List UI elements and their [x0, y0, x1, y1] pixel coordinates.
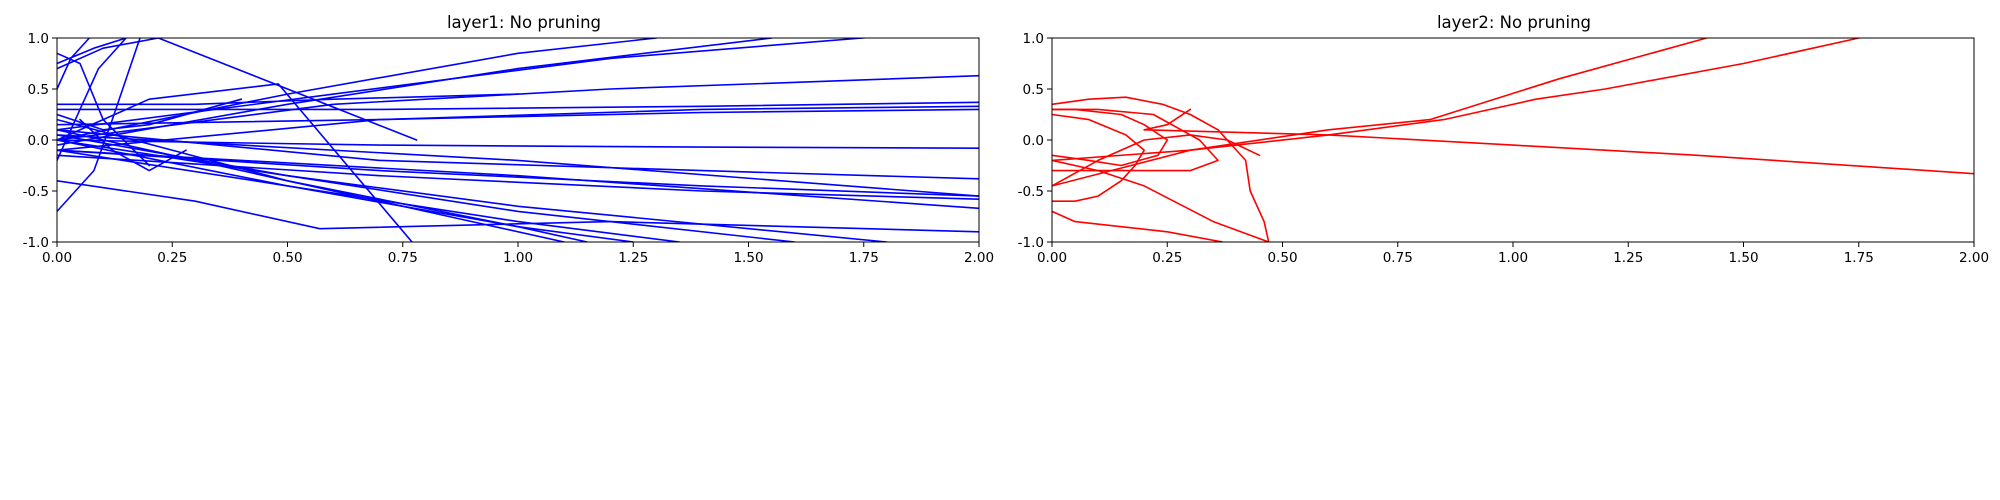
x-tick-label: 1.25 — [1613, 250, 1643, 266]
series-line-layer1-1 — [57, 38, 658, 141]
y-tick-label: 0.5 — [1023, 82, 1044, 98]
series-line-layer1-25 — [57, 38, 91, 90]
series-line-layer1-24 — [57, 38, 141, 213]
x-tick-label: 1.25 — [618, 250, 648, 266]
series-line-layer1-10 — [57, 149, 979, 197]
series-line-layer1-30 — [57, 93, 519, 106]
x-tick-label: 0.50 — [272, 250, 302, 266]
y-tick-label: 0.0 — [1023, 133, 1044, 149]
series-line-layer2-7 — [1052, 108, 1219, 172]
series-line-layer1-18 — [57, 180, 979, 233]
series-line-layer1-17 — [57, 129, 565, 242]
x-tick-label: 2.00 — [1959, 250, 1989, 266]
x-tick-label: 1.75 — [849, 250, 879, 266]
series-line-layer2-5 — [1052, 159, 1270, 242]
y-tick-label: -0.5 — [23, 184, 49, 200]
series-group-layer2 — [1052, 38, 1974, 242]
series-line-layer1-7 — [57, 108, 979, 126]
series-line-layer2-10 — [1052, 134, 1261, 187]
y-tick-label: 1.0 — [1023, 31, 1044, 47]
series-line-layer1-6 — [57, 105, 979, 151]
series-line-layer2-6 — [1052, 96, 1270, 242]
x-tick-label: 0.00 — [1037, 250, 1067, 266]
x-tick-label: 1.00 — [503, 250, 533, 266]
y-tick-label: -0.5 — [1018, 184, 1044, 200]
y-tick-label: -1.0 — [23, 235, 49, 251]
series-group-layer1 — [57, 38, 979, 242]
x-tick-label: 1.00 — [1498, 250, 1528, 266]
x-tick-label: 0.75 — [1383, 250, 1413, 266]
chart-title-layer2: layer2: No pruning — [1437, 13, 1591, 32]
x-tick-label: 0.50 — [1267, 250, 1297, 266]
series-line-layer1-20 — [57, 134, 979, 197]
x-tick-label: 0.25 — [157, 250, 187, 266]
series-line-layer2-1 — [1052, 38, 1708, 187]
subplot-layer1: layer1: No pruning 0.00 0.25 0.50 0.75 1.00 1… — [23, 13, 994, 266]
y-tick-label: -1.0 — [1018, 235, 1044, 251]
series-line-layer2-8 — [1052, 113, 1145, 202]
y-tick-label: 0.5 — [28, 82, 49, 98]
series-line-layer1-8 — [57, 139, 979, 149]
x-tick-label: 1.50 — [1728, 250, 1758, 266]
series-line-layer2-4 — [1052, 210, 1224, 242]
series-line-layer1-16 — [57, 118, 588, 242]
axes-frame-layer2 — [1051, 37, 1975, 243]
x-axis-ticks-layer1: 0.00 0.25 0.50 0.75 1.00 1.25 1.50 1.75 2.00 — [42, 242, 994, 266]
y-tick-label: 0.0 — [28, 133, 49, 149]
series-line-layer1-27 — [57, 52, 150, 167]
series-line-layer2-2 — [1052, 38, 1860, 162]
y-tick-label: 1.0 — [28, 31, 49, 47]
x-tick-label: 2.00 — [964, 250, 994, 266]
x-tick-label: 1.50 — [733, 250, 763, 266]
y-axis-ticks-layer2: -1.0 -0.5 0.0 0.5 1.0 — [1018, 31, 1052, 251]
x-tick-label: 0.00 — [42, 250, 72, 266]
x-tick-label: 0.75 — [388, 250, 418, 266]
series-line-layer1-19 — [57, 149, 979, 210]
series-line-layer1-22 — [57, 38, 418, 141]
series-line-layer1-29 — [57, 98, 243, 131]
x-tick-label: 1.75 — [1844, 250, 1874, 266]
x-axis-ticks-layer2: 0.00 0.25 0.50 0.75 1.00 1.25 1.50 1.75 2.00 — [1037, 242, 1989, 266]
series-line-layer2-3 — [1143, 129, 1974, 175]
x-tick-label: 0.25 — [1152, 250, 1182, 266]
series-line-layer1-9 — [57, 129, 979, 180]
y-axis-ticks-layer1: -1.0 -0.5 0.0 0.5 1.0 — [23, 31, 57, 251]
series-line-layer1-28 — [79, 118, 187, 172]
series-line-layer2-9 — [1052, 108, 1169, 167]
series-line-layer2-11 — [1143, 108, 1192, 131]
series-line-layer1-5 — [57, 101, 979, 111]
series-line-layer1-23 — [57, 38, 127, 162]
chart-title-layer1: layer1: No pruning — [447, 13, 601, 32]
subplot-layer2: layer2: No pruning 0.00 0.25 0.50 0.75 1.00 1… — [1018, 13, 1989, 266]
series-line-layer1-26 — [57, 38, 127, 65]
series-line-layer1-12 — [57, 139, 888, 242]
